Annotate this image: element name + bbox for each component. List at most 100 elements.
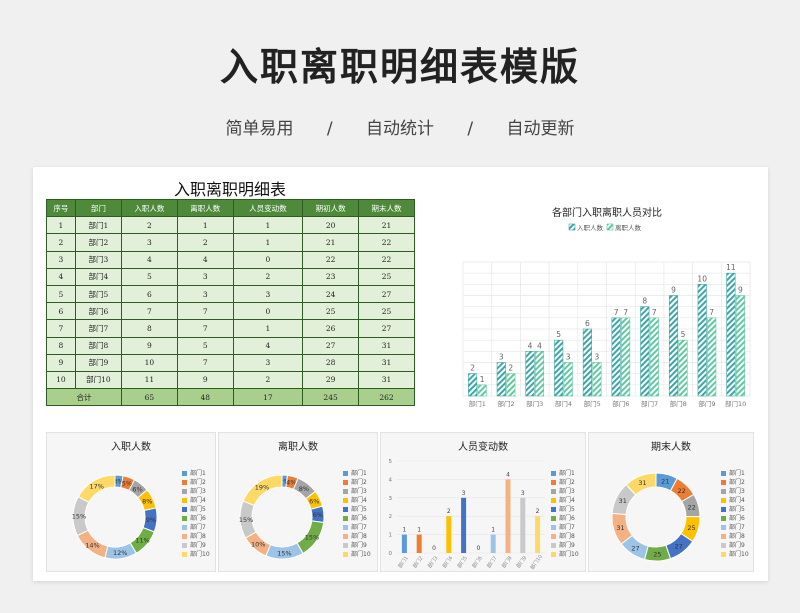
bar-value-label: 1 <box>491 527 495 534</box>
legend-item: 部门8 <box>721 532 749 541</box>
y-tick-label: 4 <box>389 477 393 483</box>
table-cell: 24 <box>302 284 360 304</box>
x-tick-label: 部门5 <box>584 399 601 408</box>
legend-swatch <box>551 471 556 476</box>
legend-item: 部门4 <box>343 496 371 505</box>
legend-item: 部门7 <box>343 523 371 532</box>
legend-label: 部门3 <box>190 488 206 495</box>
table-row: 6 部门6 7 7 0 25 25 <box>46 302 415 321</box>
legend-swatch <box>182 516 187 521</box>
x-tick-label: 部门8 <box>500 555 513 570</box>
legend-label: 部门5 <box>559 506 575 513</box>
legend-item: 部门1 <box>343 469 371 478</box>
bar-leave <box>506 373 516 397</box>
slice-label: 17% <box>90 482 104 490</box>
legend-item: 部门9 <box>721 541 749 550</box>
legend-swatch <box>551 480 556 485</box>
x-tick-label: 部门6 <box>471 555 484 570</box>
table-cell: 部门3 <box>74 250 122 269</box>
bar-leave <box>649 317 659 397</box>
bar-leave <box>678 339 688 397</box>
bar-hire <box>726 272 736 397</box>
table-cell: 部门1 <box>74 216 122 235</box>
column-header: 部门 <box>74 198 122 218</box>
legend-item: 部门5 <box>182 505 210 514</box>
bar-hire <box>525 351 535 397</box>
legend-swatch <box>721 498 726 503</box>
bar-value-label: 3 <box>462 490 466 497</box>
legend-swatch <box>343 507 348 512</box>
legend-item: 部门3 <box>551 487 579 496</box>
table-cell: 10 <box>120 353 178 372</box>
legend-swatch <box>182 543 187 548</box>
table-cell: 9 <box>46 353 76 372</box>
legend-item: 部门1 <box>551 469 579 478</box>
donut-slice <box>77 474 116 504</box>
legend-swatch <box>721 489 726 494</box>
bar-value-label: 4 <box>537 341 542 350</box>
legend-label: 部门6 <box>190 515 206 522</box>
table-cell: 3 <box>232 284 304 304</box>
slice-label: 31 <box>616 524 624 532</box>
table-cell: 1 <box>232 216 304 235</box>
legend-item: 部门9 <box>182 541 210 550</box>
bar-value-label: 3 <box>499 353 504 362</box>
table-cell: 2 <box>120 216 178 235</box>
legend-item: 部门2 <box>551 478 579 487</box>
chart-title: 各部门入职离职人员对比 <box>552 206 662 219</box>
bar-value-label: 7 <box>614 308 619 317</box>
bar-value-label: 1 <box>402 527 406 534</box>
x-tick-label: 部门3 <box>526 399 543 408</box>
legend-label: 部门1 <box>559 470 575 477</box>
table-cell: 部门8 <box>74 336 122 355</box>
slice-label: 22 <box>687 503 695 511</box>
change-bar-title: 人员变动数 <box>458 442 508 453</box>
legend-item: 部门7 <box>721 523 749 532</box>
table-cell: 1 <box>232 319 304 338</box>
legend-swatch <box>551 543 556 548</box>
legend-item: 部门7 <box>182 523 210 532</box>
y-tick-label: 3 <box>389 496 393 502</box>
table-cell: 1 <box>46 216 76 235</box>
bar-change <box>416 534 422 553</box>
legend-swatch <box>182 552 187 557</box>
bar-change <box>446 516 452 553</box>
slice-label: 8% <box>142 498 152 506</box>
bar-value-label: 1 <box>417 527 421 534</box>
tag-auto-stats: 自动统计 <box>366 119 434 139</box>
table-cell: 1 <box>176 216 234 235</box>
table-row: 5 部门5 6 3 3 24 27 <box>46 284 415 304</box>
legend-swatch <box>182 471 187 476</box>
legend-item: 部门2 <box>721 478 749 487</box>
y-tick-label: 2 <box>389 514 393 520</box>
x-tick-label: 部门6 <box>612 399 629 408</box>
tag-separator: / <box>467 119 474 139</box>
table-cell: 27 <box>302 336 360 355</box>
table-cell: 25 <box>358 302 415 321</box>
bar-hire <box>582 328 592 397</box>
hire-donut-legend: 部门1 部门2 部门3 部门4 部门5 部门6 部门7 部门8 部门9 部门10 <box>182 469 210 559</box>
slice-label: 5% <box>122 480 132 488</box>
hire-donut-panel: 入职人数 3% 5% 6% 8% 9% 11% 12% 14% 15% 17% 部门1 部门2 部门3… <box>46 432 216 572</box>
legend-swatch <box>721 534 726 539</box>
total-cell: 262 <box>358 388 415 407</box>
table-header-row: 序号 部门 入职人数 离职人数 人员变动数 期初人数 期末人数 <box>46 198 415 218</box>
tag-auto-update: 自动更新 <box>506 119 575 139</box>
table-cell: 8 <box>46 336 76 355</box>
slice-label: 25 <box>653 550 661 558</box>
bar-leave <box>534 351 545 397</box>
legend-label: 部门7 <box>351 524 367 531</box>
end-donut-legend: 部门1 部门2 部门3 部门4 部门5 部门6 部门7 部门8 部门9 部门10 <box>721 469 749 559</box>
table-cell: 10 <box>46 370 76 390</box>
table-cell: 5 <box>176 336 234 355</box>
leave-donut-legend: 部门1 部门2 部门3 部门4 部门5 部门6 部门7 部门8 部门9 部门10 <box>343 469 371 559</box>
bar-change <box>535 516 541 553</box>
bar-leave <box>707 317 717 397</box>
legend-item: 部门7 <box>551 523 579 532</box>
y-tick-label: 5 <box>389 459 393 465</box>
slice-label: 15% <box>72 513 86 521</box>
legend-item: 部门4 <box>182 496 210 505</box>
legend-item: 部门2 <box>343 478 371 487</box>
table-cell: 部门10 <box>74 370 122 390</box>
